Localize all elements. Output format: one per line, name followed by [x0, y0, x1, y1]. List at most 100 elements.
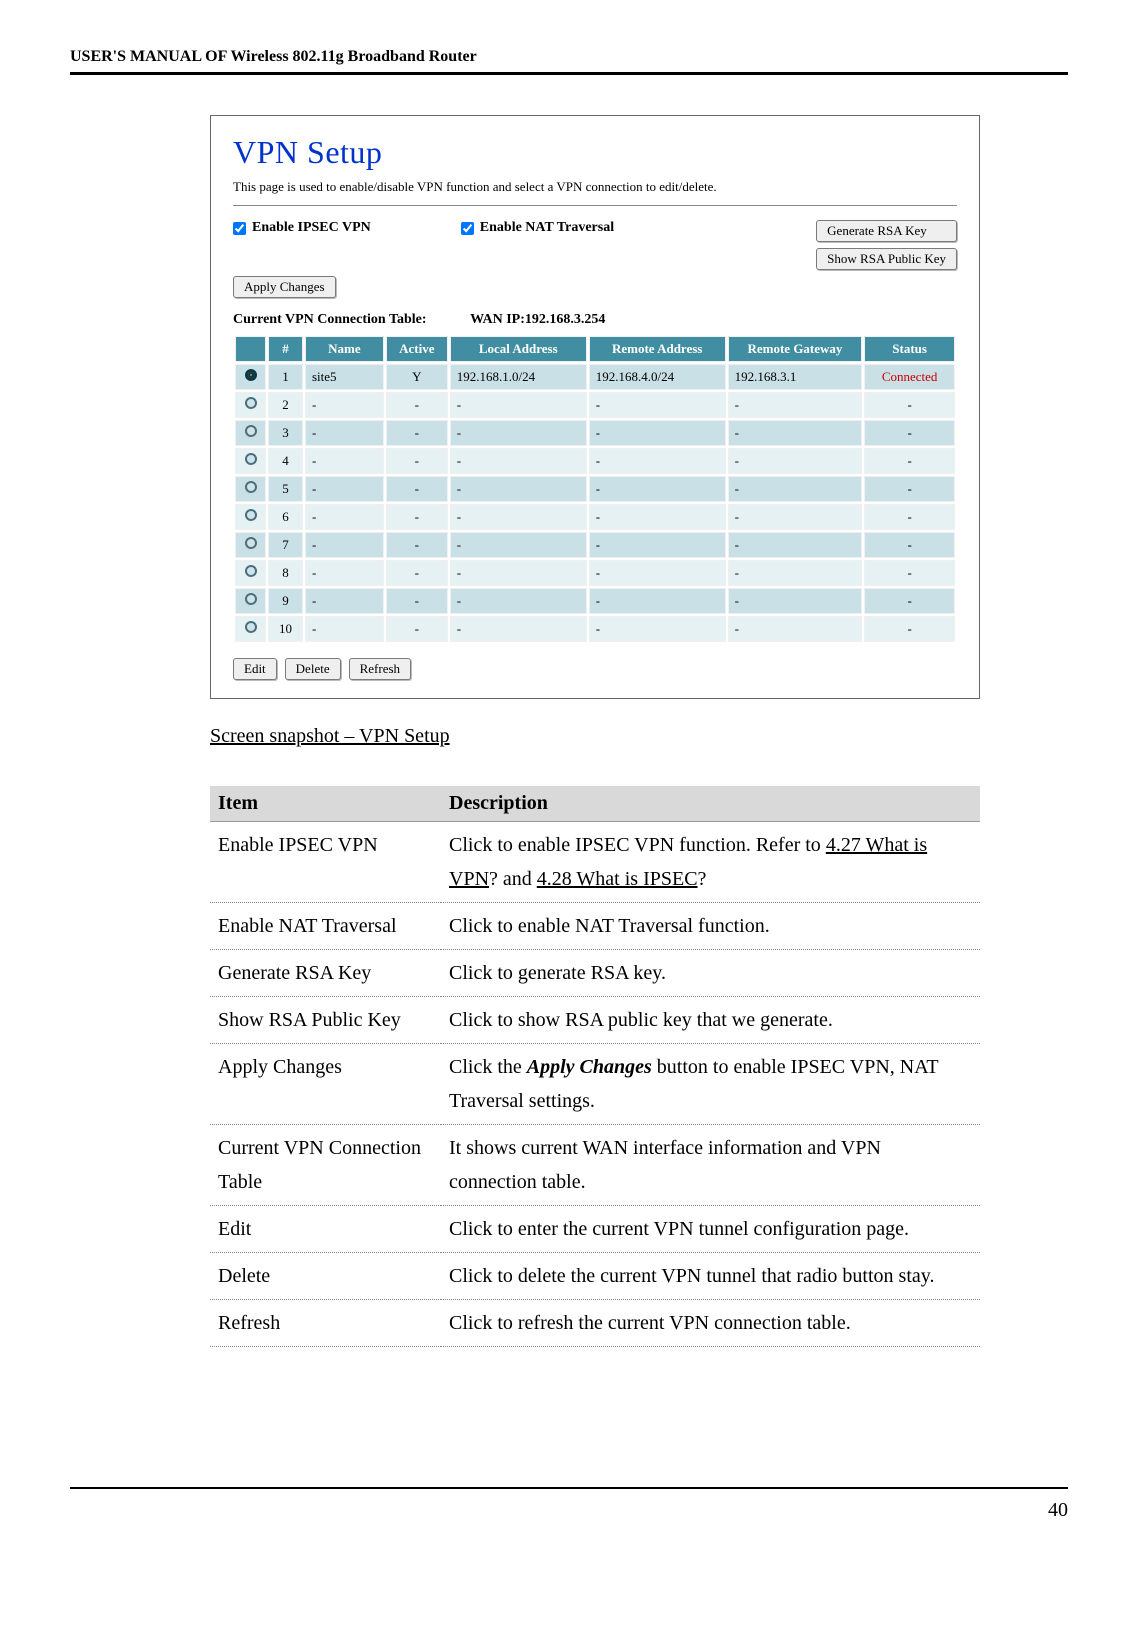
row-radio[interactable] — [245, 369, 257, 381]
table-cell: - — [450, 448, 587, 474]
table-cell: - — [386, 616, 448, 642]
connection-table-label: Current VPN Connection Table: — [233, 312, 427, 327]
table-row: 3------ — [235, 420, 955, 446]
apply-changes-button[interactable]: Apply Changes — [233, 276, 336, 298]
edit-button[interactable]: Edit — [233, 658, 277, 680]
table-cell: - — [305, 420, 384, 446]
table-cell: - — [305, 476, 384, 502]
desc-item: Apply Changes — [210, 1044, 441, 1125]
desc-row: Apply ChangesClick the Apply Changes but… — [210, 1044, 980, 1125]
table-cell: 5 — [268, 476, 303, 502]
desc-row: Enable NAT TraversalClick to enable NAT … — [210, 903, 980, 950]
table-cell: - — [450, 476, 587, 502]
table-cell: 6 — [268, 504, 303, 530]
desc-row: Enable IPSEC VPNClick to enable IPSEC VP… — [210, 822, 980, 903]
table-cell: - — [728, 588, 863, 614]
enable-ipsec-vpn[interactable]: Enable IPSEC VPN — [233, 220, 371, 236]
table-cell: - — [728, 448, 863, 474]
desc-row: Current VPN Connection TableIt shows cur… — [210, 1125, 980, 1206]
show-rsa-public-key-button[interactable]: Show RSA Public Key — [816, 248, 957, 270]
table-header: Status — [864, 336, 955, 362]
status-cell: Connected — [864, 364, 955, 390]
status-cell: - — [864, 616, 955, 642]
manual-header: USER'S MANUAL OF Wireless 802.11g Broadb… — [70, 48, 1068, 75]
desc-item: Enable NAT Traversal — [210, 903, 441, 950]
table-row: 6------ — [235, 504, 955, 530]
table-cell: - — [589, 476, 726, 502]
desc-col-description: Description — [441, 786, 980, 822]
desc-row: Show RSA Public KeyClick to show RSA pub… — [210, 997, 980, 1044]
table-cell: - — [728, 420, 863, 446]
enable-nat-traversal-checkbox[interactable] — [461, 222, 474, 235]
table-cell: - — [305, 560, 384, 586]
table-cell: - — [728, 504, 863, 530]
enable-ipsec-vpn-checkbox[interactable] — [233, 222, 246, 235]
table-cell: - — [305, 532, 384, 558]
table-cell: - — [728, 532, 863, 558]
refresh-button[interactable]: Refresh — [349, 658, 411, 680]
row-radio[interactable] — [245, 593, 257, 605]
row-radio[interactable] — [245, 425, 257, 437]
status-cell: - — [864, 588, 955, 614]
desc-item: Show RSA Public Key — [210, 997, 441, 1044]
row-radio[interactable] — [245, 509, 257, 521]
row-radio[interactable] — [245, 537, 257, 549]
row-radio[interactable] — [245, 453, 257, 465]
desc-text: Click to delete the current VPN tunnel t… — [441, 1253, 980, 1300]
desc-item: Refresh — [210, 1300, 441, 1347]
desc-col-item: Item — [210, 786, 441, 822]
table-cell: - — [728, 616, 863, 642]
table-cell: - — [386, 420, 448, 446]
table-cell: - — [450, 504, 587, 530]
table-cell: - — [589, 532, 726, 558]
table-row: 5------ — [235, 476, 955, 502]
enable-nat-traversal[interactable]: Enable NAT Traversal — [461, 220, 614, 236]
row-radio[interactable] — [245, 481, 257, 493]
row-radio[interactable] — [245, 565, 257, 577]
row-radio[interactable] — [245, 397, 257, 409]
table-cell: 192.168.3.1 — [728, 364, 863, 390]
table-cell: - — [386, 588, 448, 614]
table-cell: - — [386, 392, 448, 418]
table-cell: - — [305, 392, 384, 418]
enable-nat-traversal-label: Enable NAT Traversal — [480, 220, 614, 236]
screenshot-caption: Screen snapshot – VPN Setup — [210, 725, 1068, 748]
table-cell: - — [305, 448, 384, 474]
desc-row: DeleteClick to delete the current VPN tu… — [210, 1253, 980, 1300]
table-cell: site5 — [305, 364, 384, 390]
table-cell: - — [386, 476, 448, 502]
table-header: Local Address — [450, 336, 587, 362]
table-cell: - — [589, 448, 726, 474]
row-radio[interactable] — [245, 621, 257, 633]
table-cell: - — [450, 532, 587, 558]
table-cell: - — [450, 420, 587, 446]
table-cell: - — [589, 392, 726, 418]
desc-text: Click to generate RSA key. — [441, 950, 980, 997]
desc-row: RefreshClick to refresh the current VPN … — [210, 1300, 980, 1347]
table-cell: 8 — [268, 560, 303, 586]
table-row: 1site5Y192.168.1.0/24192.168.4.0/24192.1… — [235, 364, 955, 390]
table-cell: 9 — [268, 588, 303, 614]
table-row: 4------ — [235, 448, 955, 474]
delete-button[interactable]: Delete — [285, 658, 341, 680]
generate-rsa-key-button[interactable]: Generate RSA Key — [816, 220, 957, 242]
status-cell: - — [864, 420, 955, 446]
table-cell: - — [450, 588, 587, 614]
desc-item: Current VPN Connection Table — [210, 1125, 441, 1206]
table-cell: - — [305, 616, 384, 642]
table-row: 2------ — [235, 392, 955, 418]
desc-text: It shows current WAN interface informati… — [441, 1125, 980, 1206]
status-cell: - — [864, 532, 955, 558]
table-header: Remote Address — [589, 336, 726, 362]
desc-text: Click to show RSA public key that we gen… — [441, 997, 980, 1044]
desc-item: Delete — [210, 1253, 441, 1300]
table-header: Remote Gateway — [728, 336, 863, 362]
desc-text: Click to refresh the current VPN connect… — [441, 1300, 980, 1347]
table-cell: - — [589, 504, 726, 530]
desc-row: Generate RSA KeyClick to generate RSA ke… — [210, 950, 980, 997]
table-cell: - — [450, 392, 587, 418]
vpn-title: VPN Setup — [233, 134, 957, 171]
table-cell: - — [450, 616, 587, 642]
table-header: # — [268, 336, 303, 362]
table-cell: - — [450, 560, 587, 586]
